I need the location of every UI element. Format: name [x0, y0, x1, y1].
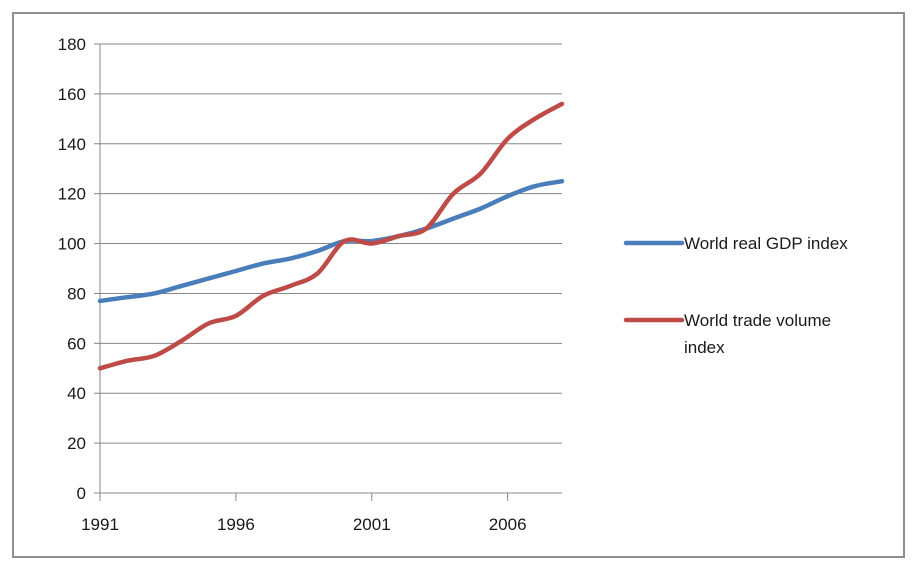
y-tick-label-80: 80	[67, 284, 86, 303]
chart-frame: 0 20 40 60 80 100 120 140 160 180 1991 1996 2001 200…	[12, 12, 905, 558]
x-tick-label-1996: 1996	[217, 515, 255, 534]
series-line-1	[97, 101, 565, 371]
y-tick-label-0: 0	[77, 484, 86, 503]
y-tick-label-40: 40	[67, 384, 86, 403]
y-tick-label-160: 160	[58, 85, 86, 104]
y-tick-label-140: 140	[58, 135, 86, 154]
axes	[99, 44, 562, 494]
x-axis-ticks: 1991 1996 2001 2006	[81, 493, 527, 534]
series-lines	[97, 101, 565, 371]
y-axis-ticks: 0 20 40 60 80 100 120 140 160 180	[58, 35, 100, 503]
legend-label-1: World trade volume index	[684, 311, 831, 357]
y-tick-label-100: 100	[58, 235, 86, 254]
legend-label-0: World real GDP index	[684, 234, 848, 253]
legend: World real GDP index World trade volume in…	[623, 234, 848, 357]
x-tick-label-2006: 2006	[489, 515, 527, 534]
x-tick-label-2001: 2001	[353, 515, 391, 534]
y-tick-label-120: 120	[58, 185, 86, 204]
y-tick-label-20: 20	[67, 434, 86, 453]
line-chart: 0 20 40 60 80 100 120 140 160 180 1991 1996 2001 200…	[58, 35, 849, 534]
y-tick-label-180: 180	[58, 35, 86, 54]
x-tick-label-1991: 1991	[81, 515, 119, 534]
series-line-0	[97, 178, 565, 304]
y-tick-label-60: 60	[67, 334, 86, 353]
